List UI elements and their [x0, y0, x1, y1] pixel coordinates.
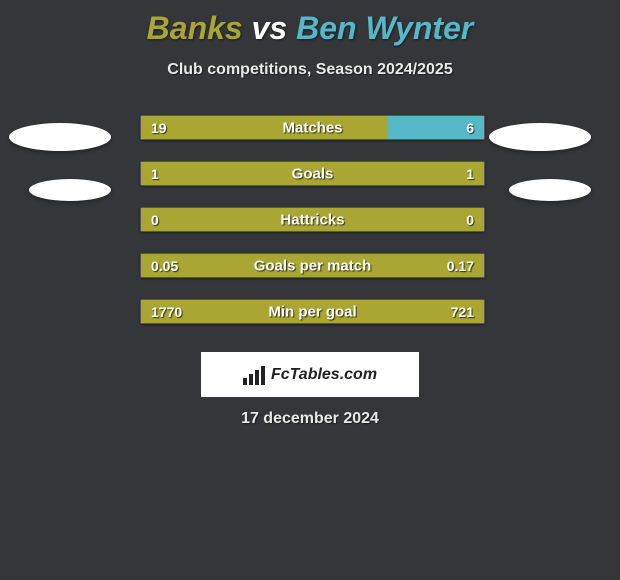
- stat-row: Hattricks 0 0: [140, 207, 485, 232]
- stat-row: Matches 19 6: [140, 115, 485, 140]
- stat-label: Goals: [292, 165, 334, 182]
- player-silhouette-right_big: [489, 123, 591, 151]
- stat-row: Goals per match 0.05 0.17: [140, 253, 485, 278]
- stat-left-value: 1: [151, 166, 159, 182]
- comparison-chart: Matches 19 6 Goals 1 1 Hattricks 0 0 Goals per ma…: [0, 115, 620, 355]
- player-left-name: Banks: [147, 10, 243, 46]
- vs-word: vs: [252, 10, 288, 46]
- bar-left-segment: [141, 116, 388, 139]
- fctables-bars-icon: [243, 365, 265, 385]
- stat-row: Goals 1 1: [140, 161, 485, 186]
- stat-label: Matches: [282, 119, 342, 136]
- subtitle: Club competitions, Season 2024/2025: [0, 61, 620, 79]
- fctables-logo: FcTables.com: [201, 352, 419, 397]
- stat-row: Min per goal 1770 721: [140, 299, 485, 324]
- player-silhouette-right_small: [509, 179, 591, 201]
- stat-right-value: 0.17: [447, 258, 474, 274]
- stat-right-value: 721: [451, 304, 474, 320]
- player-silhouette-left_big: [9, 123, 111, 151]
- comparison-title: Banks vs Ben Wynter: [0, 0, 620, 47]
- stat-right-value: 0: [466, 212, 474, 228]
- stat-right-value: 1: [466, 166, 474, 182]
- player-silhouette-left_small: [29, 179, 111, 201]
- stat-left-value: 19: [151, 120, 167, 136]
- stat-label: Hattricks: [280, 211, 344, 228]
- stat-label: Min per goal: [268, 303, 356, 320]
- fctables-logo-text: FcTables.com: [271, 366, 377, 384]
- player-right-name: Ben Wynter: [296, 10, 473, 46]
- stat-left-value: 0.05: [151, 258, 178, 274]
- stat-left-value: 1770: [151, 304, 182, 320]
- stat-label: Goals per match: [254, 257, 372, 274]
- date-label: 17 december 2024: [0, 410, 620, 428]
- stat-left-value: 0: [151, 212, 159, 228]
- stat-right-value: 6: [466, 120, 474, 136]
